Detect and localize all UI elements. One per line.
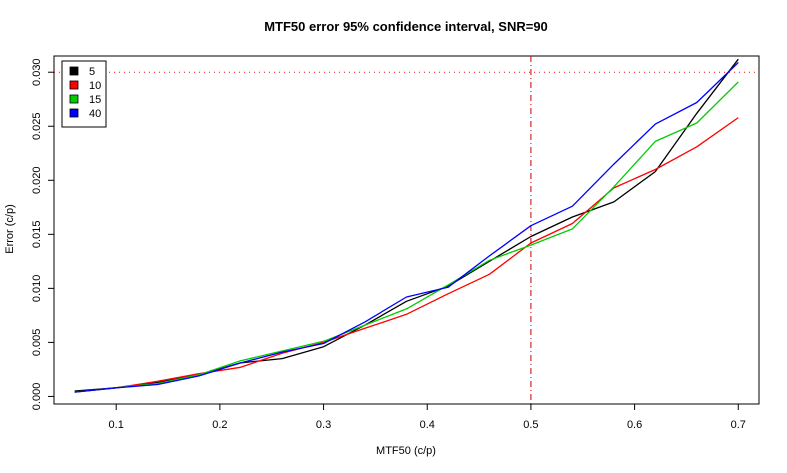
legend-box — [61, 60, 107, 128]
x-tick-label: 0.2 — [212, 419, 227, 431]
y-tick-label: 0.030 — [31, 58, 43, 86]
y-tick-label: 0.020 — [31, 167, 43, 195]
legend-label-10: 10 — [89, 80, 101, 92]
x-axis-label: MTF50 (c/p) — [376, 445, 436, 457]
plot-area: 0.1 0.2 0.3 0.4 0.5 0.6 0.7 0.000 0.005 0.010 0.01… — [31, 55, 760, 431]
x-tick-label: 0.3 — [316, 419, 331, 431]
legend-label-40: 40 — [89, 108, 101, 120]
x-tick-label: 0.6 — [627, 419, 642, 431]
legend-swatch-40 — [69, 108, 79, 118]
x-tick-label: 0.4 — [420, 419, 435, 431]
y-axis-label: Error (c/p) — [4, 204, 16, 254]
x-tick-label: 0.5 — [523, 419, 538, 431]
x-tick-label: 0.1 — [109, 419, 124, 431]
series-line-40 — [74, 62, 739, 393]
chart-title: MTF50 error 95% confidence interval, SNR… — [264, 19, 548, 34]
series-line-10 — [74, 117, 739, 393]
y-tick-label: 0.000 — [31, 383, 43, 411]
y-tick-label: 0.025 — [31, 112, 43, 140]
x-tick-label: 0.7 — [731, 419, 746, 431]
series-line-5 — [74, 58, 739, 392]
legend-swatch-15 — [69, 94, 79, 104]
plot-frame — [53, 55, 760, 405]
legend-label-15: 15 — [89, 94, 101, 106]
legend-swatch-10 — [69, 80, 79, 90]
legend-swatch-5 — [69, 66, 79, 76]
legend-label-5: 5 — [89, 66, 95, 78]
y-tick-label: 0.010 — [31, 275, 43, 303]
y-tick-label: 0.015 — [31, 221, 43, 249]
series-line-15 — [74, 81, 739, 393]
y-tick-label: 0.005 — [31, 329, 43, 357]
